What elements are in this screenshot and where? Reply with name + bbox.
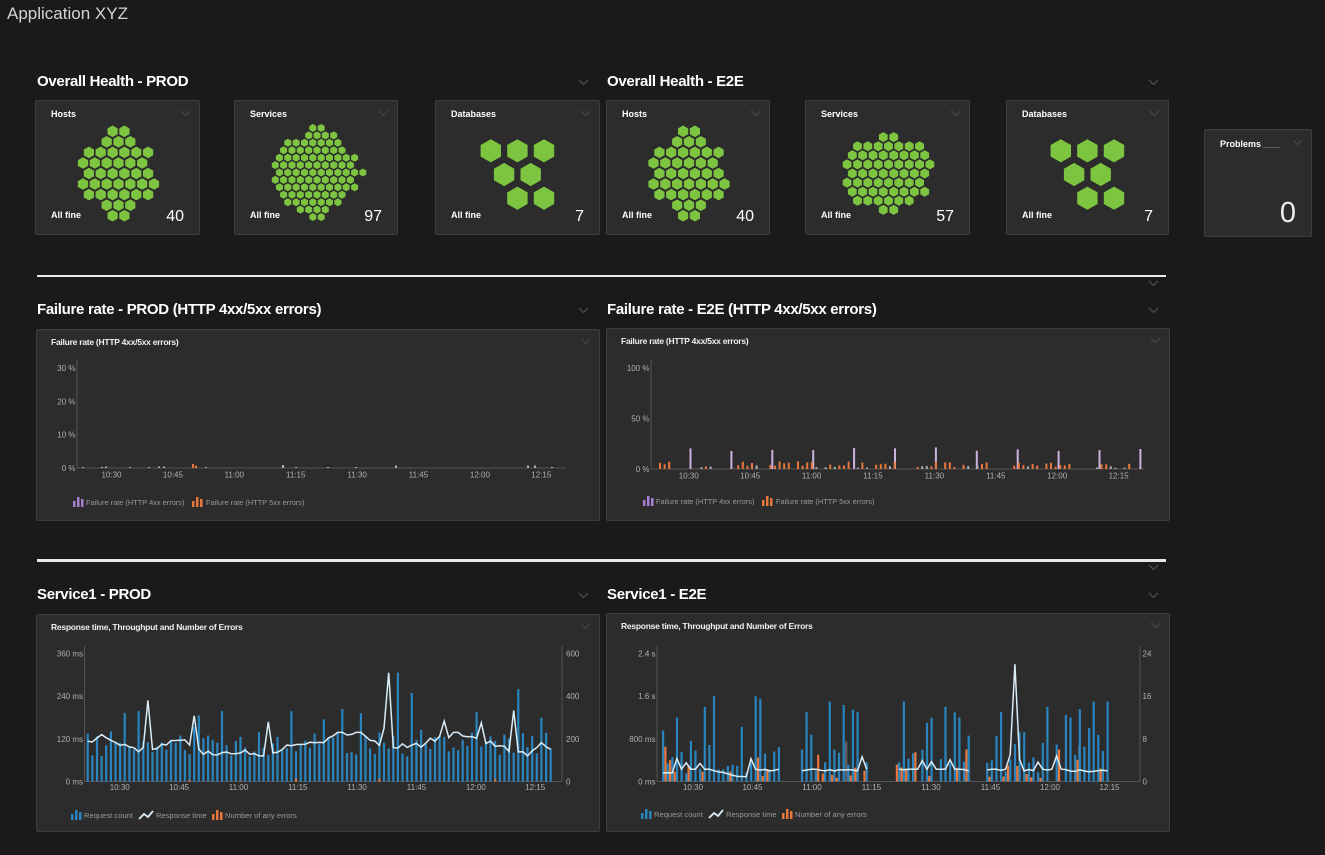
svg-text:11:00: 11:00 bbox=[802, 783, 822, 792]
svg-text:12:00: 12:00 bbox=[1047, 472, 1068, 481]
svg-text:11:30: 11:30 bbox=[925, 472, 945, 481]
svg-text:30 %: 30 % bbox=[57, 364, 75, 373]
svg-text:600: 600 bbox=[566, 650, 580, 659]
svg-text:10:45: 10:45 bbox=[740, 472, 761, 481]
svg-text:10:45: 10:45 bbox=[163, 471, 184, 480]
svg-text:12:00: 12:00 bbox=[466, 783, 487, 792]
svg-text:11:30: 11:30 bbox=[921, 783, 941, 792]
svg-text:11:30: 11:30 bbox=[347, 471, 367, 480]
svg-text:10:30: 10:30 bbox=[101, 471, 122, 480]
svg-text:11:00: 11:00 bbox=[229, 783, 249, 792]
svg-text:800 ms: 800 ms bbox=[629, 735, 655, 744]
svg-text:0 %: 0 % bbox=[62, 464, 76, 473]
svg-text:11:15: 11:15 bbox=[863, 472, 883, 481]
svg-text:11:15: 11:15 bbox=[288, 783, 308, 792]
svg-text:400: 400 bbox=[566, 692, 580, 701]
svg-text:Number of any errors: Number of any errors bbox=[225, 811, 297, 820]
svg-text:Request count: Request count bbox=[654, 810, 704, 819]
svg-text:Number of any errors: Number of any errors bbox=[795, 810, 867, 819]
svg-text:Failure rate (HTTP 5xx errors): Failure rate (HTTP 5xx errors) bbox=[776, 497, 874, 506]
svg-text:Response time: Response time bbox=[726, 810, 777, 819]
svg-text:11:15: 11:15 bbox=[286, 471, 306, 480]
svg-text:11:00: 11:00 bbox=[225, 471, 245, 480]
svg-text:120 ms: 120 ms bbox=[57, 735, 83, 744]
svg-text:0: 0 bbox=[566, 778, 571, 787]
svg-text:0 ms: 0 ms bbox=[638, 778, 655, 787]
svg-text:12:15: 12:15 bbox=[1109, 472, 1130, 481]
svg-text:12:15: 12:15 bbox=[531, 471, 552, 480]
svg-text:0: 0 bbox=[1143, 778, 1148, 787]
svg-text:Failure rate (HTTP 5xx errors): Failure rate (HTTP 5xx errors) bbox=[206, 498, 304, 507]
svg-text:16: 16 bbox=[1143, 692, 1152, 701]
svg-text:8: 8 bbox=[1143, 735, 1148, 744]
svg-text:1.6 s: 1.6 s bbox=[638, 692, 655, 701]
svg-text:10:30: 10:30 bbox=[679, 472, 700, 481]
svg-text:240 ms: 240 ms bbox=[57, 692, 83, 701]
svg-text:10:30: 10:30 bbox=[110, 783, 131, 792]
svg-text:2.4 s: 2.4 s bbox=[638, 650, 655, 659]
svg-text:10 %: 10 % bbox=[57, 431, 75, 440]
svg-text:100 %: 100 % bbox=[627, 364, 650, 373]
svg-text:10:45: 10:45 bbox=[742, 783, 763, 792]
svg-text:12:15: 12:15 bbox=[525, 783, 546, 792]
svg-text:12:00: 12:00 bbox=[1040, 783, 1061, 792]
svg-text:12:00: 12:00 bbox=[470, 471, 491, 480]
svg-text:Failure rate (HTTP 4xx errors): Failure rate (HTTP 4xx errors) bbox=[656, 497, 754, 506]
svg-text:11:30: 11:30 bbox=[347, 783, 367, 792]
svg-text:Request count: Request count bbox=[84, 811, 134, 820]
svg-text:50 %: 50 % bbox=[631, 415, 649, 424]
svg-text:0 %: 0 % bbox=[636, 465, 650, 474]
svg-text:10:30: 10:30 bbox=[683, 783, 704, 792]
svg-text:11:15: 11:15 bbox=[862, 783, 882, 792]
svg-text:11:45: 11:45 bbox=[409, 471, 429, 480]
svg-text:11:45: 11:45 bbox=[981, 783, 1001, 792]
svg-text:11:45: 11:45 bbox=[986, 472, 1006, 481]
svg-text:12:15: 12:15 bbox=[1099, 783, 1120, 792]
svg-text:11:45: 11:45 bbox=[407, 783, 427, 792]
svg-text:20 %: 20 % bbox=[57, 397, 75, 406]
svg-text:10:45: 10:45 bbox=[169, 783, 190, 792]
svg-text:360 ms: 360 ms bbox=[57, 650, 83, 659]
svg-text:Failure rate (HTTP 4xx errors): Failure rate (HTTP 4xx errors) bbox=[86, 498, 184, 507]
svg-text:Response time: Response time bbox=[156, 811, 207, 820]
svg-text:24: 24 bbox=[1143, 650, 1152, 659]
svg-text:200: 200 bbox=[566, 735, 580, 744]
svg-text:0 ms: 0 ms bbox=[66, 778, 83, 787]
svg-text:11:00: 11:00 bbox=[802, 472, 822, 481]
